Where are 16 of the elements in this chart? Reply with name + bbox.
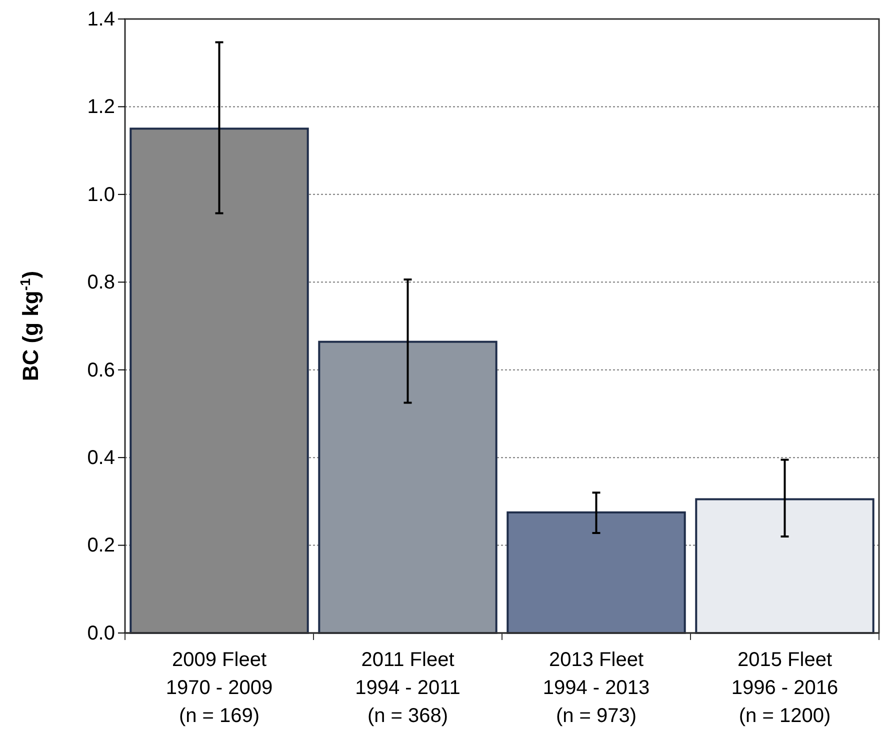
bar bbox=[318, 340, 498, 634]
y-tick-label: 1.2 bbox=[87, 96, 115, 118]
y-tick-label: 0.8 bbox=[87, 272, 115, 294]
bar bbox=[130, 128, 309, 634]
y-tick-label: 1.0 bbox=[87, 184, 115, 206]
x-tick-label: 2013 Fleet 1994 - 2013 (n = 973) bbox=[542, 649, 650, 727]
bar bbox=[506, 511, 686, 634]
y-tick-label: 0.2 bbox=[87, 534, 115, 557]
bar bbox=[695, 498, 874, 634]
x-tick-label: 2011 Fleet 1994 - 2011 (n = 368) bbox=[355, 649, 460, 727]
y-tick-label: 0.6 bbox=[87, 359, 115, 382]
x-tick-label: 2015 Fleet 1996 - 2016 (n = 1200) bbox=[731, 649, 838, 727]
y-tick-label: 0.0 bbox=[87, 622, 115, 644]
y-tick-label: 1.4 bbox=[87, 8, 115, 30]
y-tick-label: 0.4 bbox=[87, 446, 115, 469]
x-tick-label: 2009 Fleet 1970 - 2009 (n = 169) bbox=[166, 649, 273, 727]
